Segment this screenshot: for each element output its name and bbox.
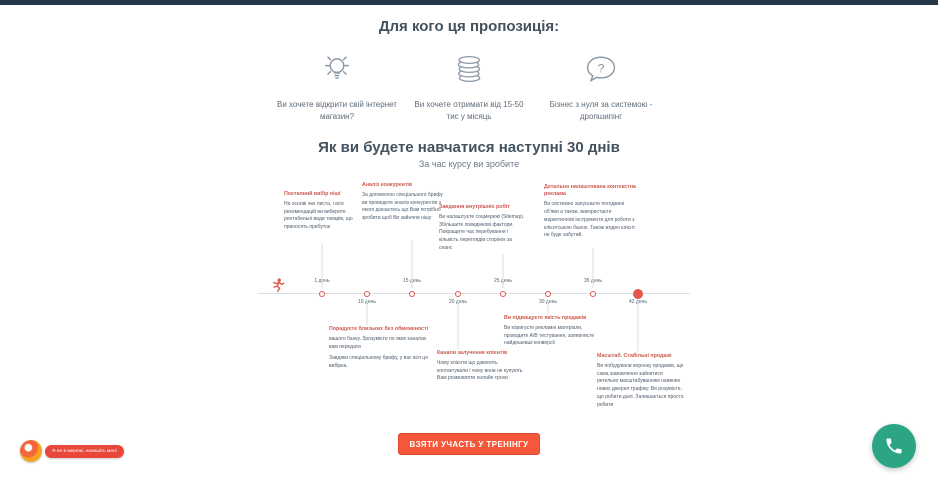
block-body: вашого банку. Зрозумієте по яких каналах… [329, 335, 427, 350]
chat-widget[interactable]: Я не в мережі, напишіть мені [20, 440, 124, 462]
timeline-dot [319, 291, 325, 297]
question-bubble-icon: ? [535, 48, 667, 90]
audience-item-shop: Ви хочете відкрити свій інтернет магазин… [271, 48, 403, 122]
timeline-connector [411, 240, 413, 288]
course-section: Як ви будете навчатися наступні 30 днів … [0, 139, 938, 169]
block-body: Ви системно запускаєте погоджені об'яви … [544, 201, 636, 239]
coins-icon [403, 48, 535, 90]
audience-row: Ви хочете відкрити свій інтернет магазин… [0, 48, 938, 122]
audience-item-dropshipping: ? Бізнес з нуля за системою - дропшипінг [535, 48, 667, 122]
block-body: Чому клієнти що дзвонять контактували і … [437, 359, 524, 382]
cta-join-training-button[interactable]: ВЗЯТИ УЧАСТЬ У ТРЕНІНГУ [398, 433, 540, 455]
audience-item-text: Ви хочете відкрити свій інтернет магазин… [277, 100, 397, 121]
timeline-dot [590, 291, 596, 297]
block-title: Ви підвищуєте якість продажів [504, 315, 587, 321]
block-title: Канали залучення клієнтів [437, 350, 508, 356]
timeline-block: Поетапний вибір ніші На основі чек листа… [284, 191, 364, 232]
question-glyph: ? [598, 61, 605, 75]
audience-item-text: Бізнес з нуля за системою - дропшипінг [549, 100, 653, 121]
timeline-dot [545, 291, 551, 297]
audience-item-text: Ви хочете отримати від 15-50 тис у місяц… [414, 100, 524, 121]
block-body: Ви налаштуєте соцмережі (Sitemap). Збіль… [439, 213, 525, 251]
block-body: За допомогою спеціального брифу ви прове… [362, 191, 443, 222]
timeline-block: Аналіз конкурентів За допомогою спеціаль… [362, 182, 448, 223]
runner-icon [271, 278, 286, 298]
timeline-axis [258, 293, 690, 294]
timeline-dot [455, 291, 461, 297]
timeline-block: Канали залучення клієнтів Чому клієнти щ… [437, 350, 527, 383]
course-heading: Як ви будете навчатися наступні 30 днів [318, 139, 620, 157]
timeline-block: Масштаб. Стабільні продажі Ви побудували… [597, 353, 685, 409]
chat-logo-icon [20, 440, 42, 462]
timeline-block: Детально налаштована контекстна реклама … [544, 184, 636, 240]
lightbulb-icon [271, 48, 403, 90]
block-body: Ви побудували воронку продажів, що сама … [597, 362, 684, 408]
timeline-block: Порадуєте близьких без обмеженості вашог… [329, 326, 431, 371]
audience-section: Для кого ця пропозиція: Ви хочете відкри… [0, 5, 938, 122]
callback-button[interactable] [872, 424, 916, 468]
timeline-block: Завдання внутрішніх робіт Ви налаштуєте … [439, 204, 525, 253]
block-title: Аналіз конкурентів [362, 182, 413, 188]
block-body: Ви коригуєте рекламні матеріали, проводи… [504, 324, 595, 347]
timeline-dot [500, 291, 506, 297]
phone-icon [884, 436, 904, 456]
timeline-connector [637, 301, 639, 351]
block-title: Поетапний вибір ніші [284, 191, 341, 197]
block-body: На основі чек листа, і всіх рекомендацій… [284, 200, 353, 231]
block-title: Масштаб. Стабільні продажі [597, 353, 672, 359]
course-subheading: За час курсу ви зробите [418, 159, 520, 170]
timeline-connector [547, 299, 549, 314]
timeline-dot [409, 291, 415, 297]
chat-status-label: Я не в мережі, напишіть мені [45, 444, 124, 458]
block-title: Порадуєте близьких без обмеженості [329, 326, 429, 332]
timeline-connector [321, 243, 323, 288]
timeline-connector [502, 254, 504, 288]
timeline-dot [364, 291, 370, 297]
timeline-connector [457, 299, 459, 349]
block-title: Завдання внутрішніх робіт [439, 204, 510, 210]
timeline-dot-final [633, 289, 643, 299]
top-navigation-bar [0, 0, 938, 5]
audience-item-income: Ви хочете отримати від 15-50 тис у місяц… [403, 48, 535, 122]
timeline: 1 день 10 день 15 день 20 день 25 день 3… [0, 170, 938, 432]
timeline-connector [592, 248, 594, 288]
audience-heading: Для кого ця пропозиція: [378, 18, 560, 35]
timeline-block: Ви підвищуєте якість продажів Ви коригує… [504, 315, 608, 348]
timeline-connector [366, 299, 368, 325]
block-title: Детально налаштована контекстна реклама [544, 184, 636, 198]
block-body: Завдяки спеціальному брифу, у вас вся ця… [329, 355, 428, 370]
